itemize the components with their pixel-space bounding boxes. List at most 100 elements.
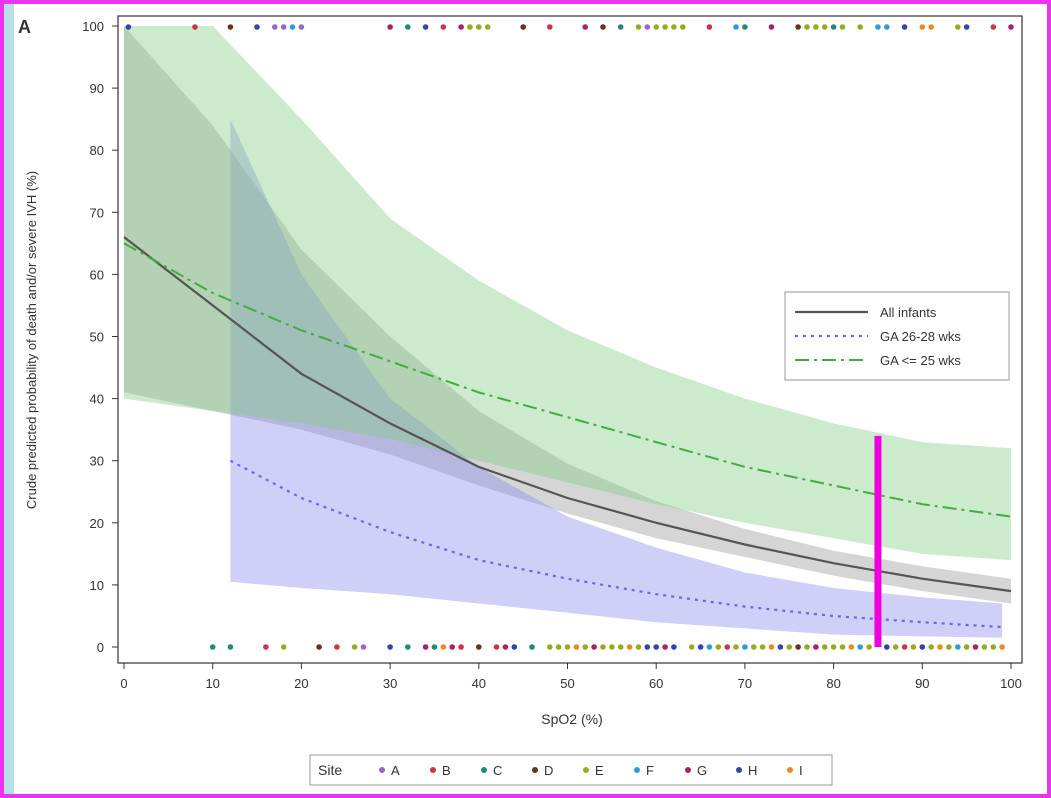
rug-point-top bbox=[884, 24, 890, 30]
rug-point-top bbox=[795, 24, 801, 30]
rug-point-bottom bbox=[990, 644, 997, 650]
rug-point-bottom bbox=[209, 644, 216, 650]
rug-point-top bbox=[857, 24, 863, 30]
site-legend-label: I bbox=[799, 763, 803, 778]
site-legend-label: G bbox=[697, 763, 707, 778]
rug-point-bottom bbox=[440, 644, 447, 650]
site-legend-dot bbox=[634, 767, 640, 773]
rug-point-bottom bbox=[422, 644, 429, 650]
rug-point-top bbox=[644, 24, 651, 30]
rug-point-bottom bbox=[981, 644, 988, 650]
site-legend: Site A B C D E F G H I bbox=[309, 754, 833, 786]
rug-point-top bbox=[422, 24, 429, 30]
x-axis-ticks: 0 10 20 30 40 50 60 70 80 90 100 bbox=[120, 663, 1022, 691]
rug-point-bottom bbox=[804, 644, 810, 650]
rug-point-bottom bbox=[697, 644, 704, 650]
y-tick-label: 100 bbox=[82, 19, 104, 34]
x-tick-label: 90 bbox=[915, 676, 929, 691]
rug-point-bottom bbox=[351, 644, 358, 650]
rug-point-bottom bbox=[316, 644, 322, 650]
site-legend-dot bbox=[379, 767, 385, 773]
rug-point-top bbox=[600, 24, 606, 30]
y-tick-label: 0 bbox=[97, 640, 104, 655]
rug-point-bottom bbox=[946, 644, 952, 650]
rug-point-top bbox=[458, 24, 464, 30]
x-tick-label: 0 bbox=[120, 676, 127, 691]
rug-point-bottom bbox=[600, 644, 606, 650]
rug-point-top bbox=[653, 24, 659, 30]
site-legend-title: Site bbox=[318, 762, 342, 778]
rug-point-bottom bbox=[493, 644, 500, 650]
site-legend-dot bbox=[532, 767, 538, 773]
rug-point-bottom bbox=[227, 644, 234, 650]
confidence-bands bbox=[124, 26, 1011, 638]
rug-point-bottom bbox=[857, 644, 863, 650]
rug-point-bottom bbox=[821, 644, 828, 650]
y-tick-label: 20 bbox=[90, 516, 104, 531]
rug-point-top bbox=[289, 24, 296, 30]
rug-point-top bbox=[476, 24, 482, 30]
rug-point-bottom bbox=[529, 644, 535, 650]
y-axis-ticks: 0 10 20 30 40 50 60 70 80 90 100 bbox=[82, 19, 118, 655]
rug-point-top bbox=[813, 24, 819, 30]
rug-point-bottom bbox=[715, 644, 722, 650]
rug-point-bottom bbox=[955, 644, 961, 650]
rug-point-bottom bbox=[617, 644, 624, 650]
rug-point-top bbox=[901, 24, 908, 30]
rug-point-bottom bbox=[813, 644, 819, 650]
rug-point-top bbox=[839, 24, 846, 30]
site-legend-dot bbox=[736, 767, 742, 773]
rug-point-bottom bbox=[733, 644, 739, 650]
site-legend-label: B bbox=[442, 763, 451, 778]
rug-point-top bbox=[875, 24, 881, 30]
rug-point-top bbox=[742, 24, 748, 30]
rug-point-bottom bbox=[476, 644, 482, 650]
rug-point-bottom bbox=[591, 644, 597, 650]
site-legend-label: C bbox=[493, 763, 502, 778]
rug-point-bottom bbox=[777, 644, 784, 650]
rug-point-top bbox=[990, 24, 997, 30]
legend-label-1: All infants bbox=[880, 305, 937, 320]
rug-point-bottom bbox=[999, 644, 1005, 650]
rug-point-bottom bbox=[901, 644, 908, 650]
rug-point-top bbox=[192, 24, 198, 30]
rug-point-bottom bbox=[972, 644, 979, 650]
site-legend-label: F bbox=[646, 763, 654, 778]
legend-box bbox=[784, 291, 1010, 381]
rug-point-bottom bbox=[919, 644, 926, 650]
rug-point-top bbox=[706, 24, 713, 30]
site-legend-dot bbox=[685, 767, 691, 773]
rug-point-top bbox=[680, 24, 686, 30]
rug-point-bottom bbox=[892, 644, 899, 650]
y-tick-label: 60 bbox=[90, 267, 104, 282]
rug-point-bottom bbox=[449, 644, 456, 650]
site-legend-label: D bbox=[544, 763, 553, 778]
rug-point-top bbox=[955, 24, 961, 30]
rug-point-top bbox=[440, 24, 447, 30]
rug-point-bottom bbox=[688, 644, 695, 650]
rug-point-top bbox=[387, 24, 393, 30]
rug-point-bottom bbox=[742, 644, 748, 650]
rug-point-bottom bbox=[910, 644, 917, 650]
rug-point-bottom bbox=[724, 644, 730, 650]
y-tick-label: 50 bbox=[90, 330, 104, 345]
rug-point-bottom bbox=[963, 644, 970, 650]
rug-point-bottom bbox=[839, 644, 846, 650]
y-tick-label: 80 bbox=[90, 143, 104, 158]
site-legend-dot bbox=[430, 767, 436, 773]
x-tick-label: 100 bbox=[1000, 676, 1022, 691]
rug-point-bottom bbox=[884, 644, 890, 650]
rug-point-top bbox=[280, 24, 287, 30]
rug-point-top bbox=[733, 24, 739, 30]
ci-band-2 bbox=[230, 119, 1003, 638]
y-tick-label: 90 bbox=[90, 81, 104, 96]
series-line-3 bbox=[123, 242, 1012, 518]
rug-point-bottom bbox=[866, 644, 872, 650]
rug-point-top bbox=[635, 24, 642, 30]
rug-point-bottom bbox=[830, 644, 837, 650]
site-legend-dot bbox=[787, 767, 793, 773]
x-tick-label: 10 bbox=[205, 676, 219, 691]
rug-point-bottom bbox=[280, 644, 287, 650]
site-legend-dot bbox=[481, 767, 487, 773]
